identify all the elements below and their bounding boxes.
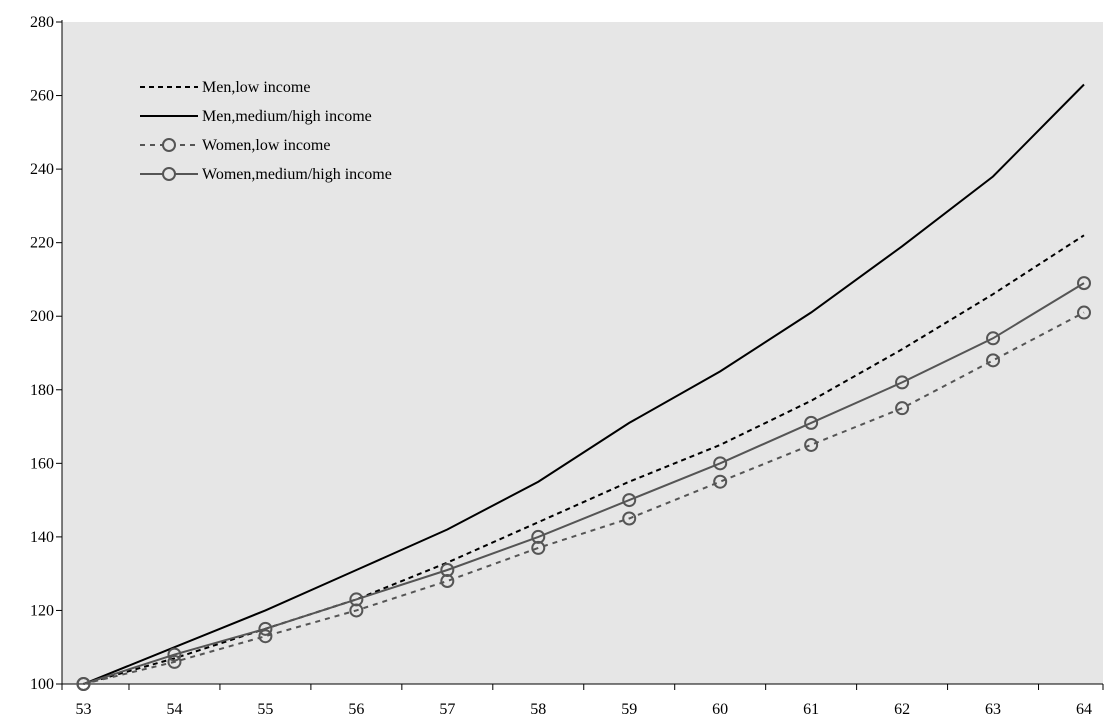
data-point bbox=[804, 437, 819, 452]
series-3 bbox=[76, 276, 1091, 691]
legend-label: Women,medium/high income bbox=[202, 166, 392, 183]
legend-marker bbox=[162, 138, 176, 152]
data-point bbox=[1077, 305, 1091, 320]
legend-item: Women,low income bbox=[140, 137, 330, 154]
x-tick-label: 60 bbox=[712, 701, 728, 718]
legend-item: Men,low income bbox=[140, 79, 310, 96]
data-point bbox=[895, 375, 910, 390]
legend-marker bbox=[162, 167, 176, 181]
x-tick-label: 62 bbox=[894, 701, 910, 718]
legend-label: Women,low income bbox=[202, 137, 330, 154]
data-point bbox=[258, 621, 273, 636]
axes: 100 120 140 160 180 200 220 240 260 280 53 54 55 56 57… bbox=[30, 14, 1104, 718]
x-tick-label: 61 bbox=[803, 701, 819, 718]
data-point bbox=[258, 629, 273, 644]
x-tick-label: 57 bbox=[439, 701, 455, 718]
data-point bbox=[440, 562, 455, 577]
x-tick-label: 59 bbox=[621, 701, 637, 718]
y-tick-label: 200 bbox=[30, 308, 54, 325]
series-layer bbox=[76, 83, 1091, 691]
y-tick-label: 160 bbox=[30, 455, 54, 472]
data-point bbox=[622, 493, 637, 508]
series-line bbox=[83, 83, 1085, 685]
y-tick-label: 220 bbox=[30, 235, 54, 252]
series-line bbox=[83, 311, 1085, 685]
data-point bbox=[895, 401, 910, 416]
x-tick-label: 56 bbox=[348, 701, 364, 718]
data-point bbox=[713, 456, 728, 471]
data-point bbox=[986, 331, 1001, 346]
legend-label: Men,medium/high income bbox=[202, 108, 372, 125]
y-tick-label: 280 bbox=[30, 14, 54, 31]
x-tick-label: 64 bbox=[1076, 701, 1092, 718]
data-point bbox=[531, 529, 546, 544]
x-tick-label: 53 bbox=[76, 701, 92, 718]
data-point bbox=[986, 353, 1001, 368]
series-line bbox=[83, 282, 1085, 685]
y-tick-label: 100 bbox=[30, 676, 54, 693]
x-tick-label: 63 bbox=[985, 701, 1001, 718]
data-point bbox=[76, 677, 91, 691]
series-1 bbox=[83, 83, 1085, 685]
legend: Men,low income Men,medium/high income Wome… bbox=[140, 79, 392, 183]
legend-item: Women,medium/high income bbox=[140, 166, 392, 183]
data-point bbox=[622, 511, 637, 526]
y-tick-label: 240 bbox=[30, 161, 54, 178]
legend-label: Men,low income bbox=[202, 79, 310, 96]
x-tick-label: 58 bbox=[530, 701, 546, 718]
x-tick-label: 54 bbox=[166, 701, 182, 718]
data-point bbox=[167, 654, 182, 669]
y-tick-label: 120 bbox=[30, 602, 54, 619]
y-tick-label: 140 bbox=[30, 529, 54, 546]
x-tick-label: 55 bbox=[257, 701, 273, 718]
plot-area bbox=[62, 22, 1103, 684]
y-tick-label: 260 bbox=[30, 88, 54, 105]
data-point bbox=[349, 592, 364, 607]
data-point bbox=[713, 474, 728, 489]
legend-item: Men,medium/high income bbox=[140, 108, 372, 125]
data-point bbox=[804, 415, 819, 430]
y-tick-label: 180 bbox=[30, 382, 54, 399]
data-point bbox=[1077, 276, 1091, 291]
data-point bbox=[167, 647, 182, 662]
